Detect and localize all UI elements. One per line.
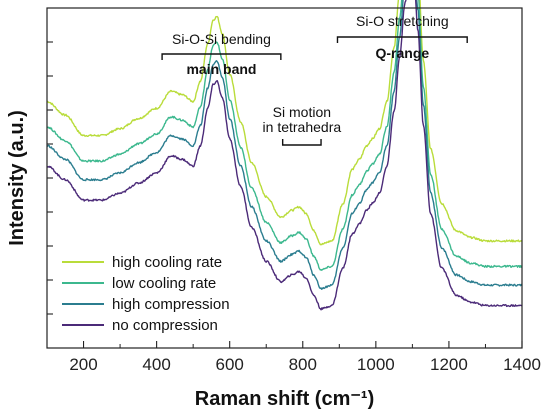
x-tick-label: 200 — [69, 355, 97, 374]
x-tick-label: 1200 — [430, 355, 468, 374]
annotation-bracket — [161, 53, 282, 60]
series-line-high-cooling-rate — [46, 0, 523, 246]
series-layer — [46, 0, 523, 311]
x-tick-label: 1000 — [357, 355, 395, 374]
annotation-bracket — [281, 139, 322, 146]
annotation-text: Si-O stretching — [356, 13, 449, 29]
annotation-text: Si-O-Si bending — [172, 31, 271, 47]
annotation-bracket — [336, 36, 468, 43]
annotation-text: Si motion — [273, 104, 331, 120]
x-tick-label: 800 — [289, 355, 317, 374]
series-line-no-compression — [46, 0, 523, 311]
legend: high cooling rate low cooling rate high co… — [62, 254, 230, 334]
x-tick-label: 400 — [142, 355, 170, 374]
x-tick-label: 600 — [216, 355, 244, 374]
annotation-text: Q-range — [375, 45, 429, 61]
legend-label: high cooling rate — [112, 254, 222, 271]
legend-label: no compression — [112, 317, 218, 334]
series-line-high-compression — [46, 0, 523, 290]
legend-label: high compression — [112, 296, 230, 313]
series-line-low-cooling-rate — [46, 0, 523, 272]
x-axis-title: Raman shift (cm⁻¹) — [195, 388, 374, 410]
annotation-text: in tetrahedra — [263, 119, 342, 135]
annotation-text: main band — [186, 61, 256, 77]
y-axis-title: Intensity (a.u.) — [6, 110, 28, 246]
axes-layer: 200 400 600 800 1000 1200 1400 — [46, 41, 541, 374]
x-tick-label: 1400 — [503, 355, 541, 374]
legend-label: low cooling rate — [112, 275, 216, 292]
